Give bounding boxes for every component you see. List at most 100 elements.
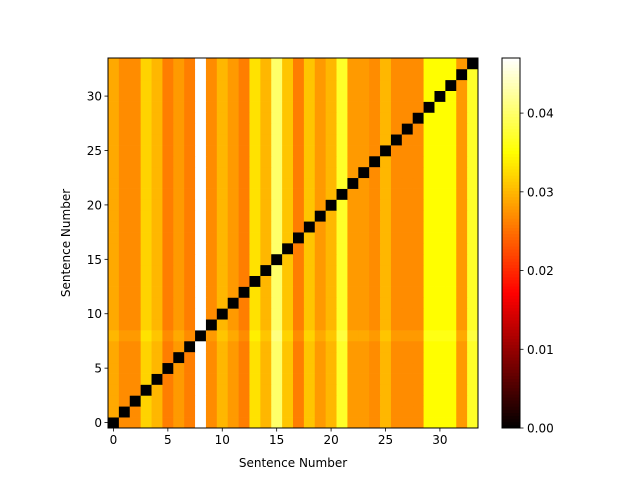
heatmap-cell	[282, 68, 294, 81]
colorbar-segment	[502, 289, 520, 293]
heatmap-cell	[412, 232, 424, 244]
heatmap-cell	[325, 406, 337, 418]
heatmap-cell	[216, 319, 229, 331]
heatmap-cell	[282, 145, 294, 157]
heatmap-cell	[293, 373, 305, 385]
heatmap-cell	[238, 68, 250, 81]
heatmap-cell	[423, 68, 435, 81]
heatmap-cell	[314, 340, 326, 353]
heatmap-cell	[434, 155, 446, 168]
heatmap-cell	[369, 177, 381, 189]
heatmap-cell	[173, 145, 185, 157]
heatmap-cell	[118, 188, 131, 200]
heatmap-cell	[184, 221, 196, 233]
heatmap-cell	[390, 101, 403, 113]
heatmap-cell	[173, 90, 185, 102]
heatmap-cell	[260, 362, 272, 374]
heatmap-cell	[151, 112, 163, 124]
heatmap-cell	[412, 351, 424, 364]
heatmap-cell	[434, 79, 446, 91]
heatmap-cell	[423, 286, 435, 298]
heatmap-cell	[445, 79, 457, 91]
heatmap-cell	[151, 406, 163, 418]
heatmap-cell	[293, 286, 305, 298]
heatmap-cell	[358, 232, 370, 244]
heatmap-cell	[195, 297, 207, 309]
heatmap-cell	[173, 406, 185, 418]
heatmap-cell	[195, 134, 207, 146]
heatmap-cell	[390, 340, 403, 353]
heatmap-cell	[227, 188, 239, 200]
heatmap-cell	[467, 362, 479, 374]
heatmap-cell	[303, 417, 316, 429]
heatmap-cell	[227, 373, 239, 385]
heatmap-cell	[467, 253, 479, 266]
heatmap-cell	[369, 351, 381, 364]
heatmap-cell	[456, 58, 468, 70]
heatmap-cell	[456, 340, 468, 353]
heatmap-cell	[151, 145, 163, 157]
heatmap-cell	[445, 155, 457, 168]
heatmap-cell	[151, 297, 163, 309]
heatmap-cell	[325, 264, 337, 276]
colorbar-segment	[502, 295, 520, 299]
heatmap-cell	[195, 155, 207, 168]
heatmap-cell	[173, 112, 185, 124]
heatmap-cell	[467, 79, 479, 91]
heatmap-cell	[195, 123, 207, 135]
heatmap-cell	[369, 362, 381, 374]
heatmap-cell	[303, 145, 316, 157]
heatmap-cell	[205, 406, 218, 418]
heatmap-cell	[260, 155, 272, 168]
heatmap-cell	[336, 123, 348, 135]
heatmap-cell	[216, 395, 229, 407]
heatmap-cell	[467, 68, 479, 81]
heatmap-cell	[118, 199, 131, 211]
heatmap-cell	[216, 275, 229, 287]
heatmap-cell	[184, 275, 196, 287]
colorbar-segment	[502, 70, 520, 74]
heatmap-cell	[227, 340, 239, 353]
heatmap-cell	[151, 188, 163, 200]
heatmap-cell	[314, 286, 326, 298]
heatmap-cell	[303, 253, 316, 266]
heatmap-cell	[369, 210, 381, 222]
heatmap-cell	[445, 188, 457, 200]
heatmap-cell	[467, 264, 479, 276]
heatmap-cell	[118, 90, 131, 102]
colorbar-segment	[502, 276, 520, 281]
colorbar-segment	[502, 227, 520, 232]
heatmap-cell	[314, 58, 326, 70]
colorbar-segment	[502, 215, 520, 219]
heatmap-cell	[401, 79, 414, 91]
colorbar-segment	[502, 323, 520, 327]
heatmap-cell	[184, 243, 196, 255]
heatmap-cell	[347, 123, 359, 135]
heatmap-cell	[401, 123, 414, 135]
heatmap-cell	[423, 297, 435, 309]
colorbar-segment	[502, 178, 520, 182]
heatmap-cell	[271, 79, 283, 91]
heatmap-cell	[271, 123, 283, 135]
heatmap-cell	[216, 330, 229, 342]
heatmap-cell	[412, 177, 424, 189]
heatmap-cell	[205, 351, 218, 364]
y-tick-label: 15	[87, 253, 102, 267]
heatmap-cell	[173, 68, 185, 81]
heatmap-cell	[314, 155, 326, 168]
heatmap-cell	[260, 112, 272, 124]
heatmap-cell	[151, 210, 163, 222]
heatmap-cell	[129, 188, 141, 200]
heatmap-cell	[369, 275, 381, 287]
heatmap-cell	[336, 264, 348, 276]
heatmap-cell	[195, 58, 207, 70]
heatmap-cell	[336, 395, 348, 407]
heatmap-cell	[401, 101, 414, 113]
heatmap-cell	[195, 351, 207, 364]
heatmap-cell	[423, 243, 435, 255]
heatmap-cell	[118, 297, 131, 309]
heatmap-cell	[445, 308, 457, 320]
heatmap-cell	[423, 275, 435, 287]
heatmap-cell	[162, 221, 174, 233]
heatmap-cell	[325, 417, 337, 429]
